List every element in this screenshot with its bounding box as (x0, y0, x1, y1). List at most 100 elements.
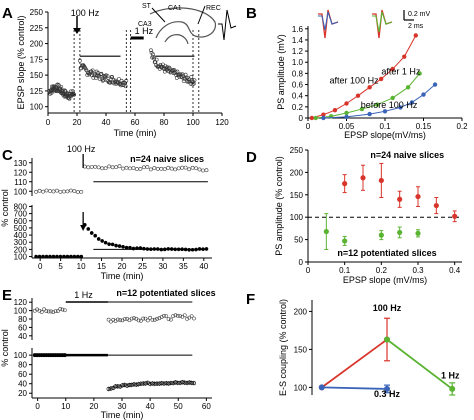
y-tick-label: 100 (14, 307, 28, 316)
data-point (134, 382, 139, 387)
data-point (342, 181, 348, 187)
data-point (309, 115, 315, 121)
y-tick-label: 700 (14, 210, 28, 219)
data-point (34, 254, 38, 259)
data-point (201, 168, 205, 173)
data-point (128, 166, 132, 171)
data-point (180, 380, 185, 385)
data-point (415, 230, 421, 236)
data-point (344, 114, 349, 120)
data-point (99, 71, 104, 76)
y-tick-label: 100 (294, 383, 308, 392)
y-tick-label: 0 (299, 258, 304, 267)
data-point (62, 254, 66, 259)
y-tick-label: 200 (294, 307, 308, 316)
waveform-green (372, 11, 393, 33)
scalebar-t-label: 2 ms (408, 23, 424, 30)
x-tick-label: 80 (160, 118, 169, 127)
data-point (143, 316, 148, 321)
data-point (321, 112, 326, 117)
data-point (189, 75, 194, 79)
note-naive: n=24 naive slices (130, 154, 204, 164)
data-point (344, 101, 349, 106)
data-point (128, 245, 132, 250)
data-point (125, 383, 130, 388)
y-tick-label: 0.8 (292, 69, 304, 78)
y-tick-label: 100 (14, 187, 28, 196)
data-point (378, 76, 384, 82)
data-point (148, 315, 153, 320)
panel-a: A 100 125 150 175 200 225 250 0 20 40 60 80 100 120 Tim… (2, 3, 237, 138)
dentate (164, 34, 189, 45)
ca-field (149, 7, 217, 39)
y-tick-label: 225 (30, 24, 44, 33)
data-point (115, 384, 120, 389)
y-tick-label: 1.6 (292, 25, 304, 34)
data-point (168, 317, 173, 322)
data-point (182, 313, 187, 318)
x-tick-label: 0 (306, 266, 311, 275)
data-point (175, 380, 180, 385)
data-point (118, 318, 123, 323)
y-tick-label: 100 (30, 103, 44, 112)
data-point (321, 115, 326, 121)
data-point (98, 72, 103, 77)
y-tick-label: 250 (290, 146, 304, 155)
x-tick-label: 60 (131, 118, 140, 127)
data-point (53, 309, 58, 313)
data-point (421, 92, 426, 97)
data-point (120, 383, 125, 388)
data-point (48, 254, 52, 259)
data-point (123, 84, 128, 89)
data-point (145, 318, 150, 323)
data-point (189, 380, 194, 385)
data-point (109, 319, 113, 324)
data-point (367, 85, 372, 90)
data-point (413, 33, 418, 38)
data-point (114, 165, 118, 170)
data-point (318, 384, 325, 391)
data-point (173, 380, 178, 385)
y-tick-label: 0.6 (292, 81, 304, 90)
data-point (56, 86, 61, 91)
data-point (175, 313, 180, 318)
y-tick-label: 300 (14, 238, 28, 247)
data-point (159, 381, 164, 386)
data-point (390, 66, 395, 72)
data-point (204, 168, 209, 173)
data-point (145, 165, 150, 169)
data-point (342, 238, 348, 244)
y-tick-label: 200 (30, 40, 44, 49)
panel-b: B 0 0.2 0.4 0.6 0.8 1.0 1.2 1.4 1.6 0 0.05 0.1 0.15 0.… (246, 5, 468, 140)
data-point (171, 381, 176, 386)
panel-label: C (2, 147, 13, 164)
data-point (152, 317, 157, 322)
data-point (405, 85, 411, 90)
series-line (321, 386, 388, 390)
data-point (113, 384, 118, 389)
data-point (157, 381, 162, 386)
data-point (166, 165, 171, 170)
x-tick-label: 5 (58, 262, 63, 271)
data-point (107, 242, 111, 246)
data-point (65, 254, 70, 259)
data-point (167, 65, 172, 70)
data-point (162, 313, 166, 318)
x-tick-label: 0 (46, 118, 51, 127)
data-point (68, 188, 73, 193)
data-point (161, 381, 166, 386)
data-point (37, 254, 42, 259)
data-point (98, 77, 102, 82)
data-point (51, 254, 56, 259)
data-point (168, 381, 173, 386)
data-point (143, 381, 148, 386)
data-point (72, 92, 77, 97)
data-point (197, 167, 202, 172)
data-point (86, 227, 91, 231)
data-point (54, 85, 59, 90)
inset-rec: REC (206, 5, 221, 12)
data-point (162, 167, 167, 172)
y-axis-label: E-S coupling (% control) (278, 299, 288, 396)
data-point (159, 166, 164, 171)
x-tick-label: 50 (174, 402, 183, 411)
